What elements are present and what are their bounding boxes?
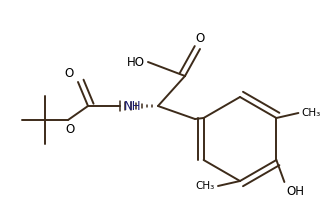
Text: CH₃: CH₃ — [196, 181, 215, 191]
Text: NH: NH — [124, 99, 141, 112]
Text: O: O — [66, 123, 75, 136]
Text: O: O — [195, 32, 205, 45]
Text: CH₃: CH₃ — [301, 108, 321, 118]
Text: HO: HO — [127, 56, 145, 69]
Text: O: O — [65, 67, 74, 80]
Text: OH: OH — [286, 185, 304, 198]
